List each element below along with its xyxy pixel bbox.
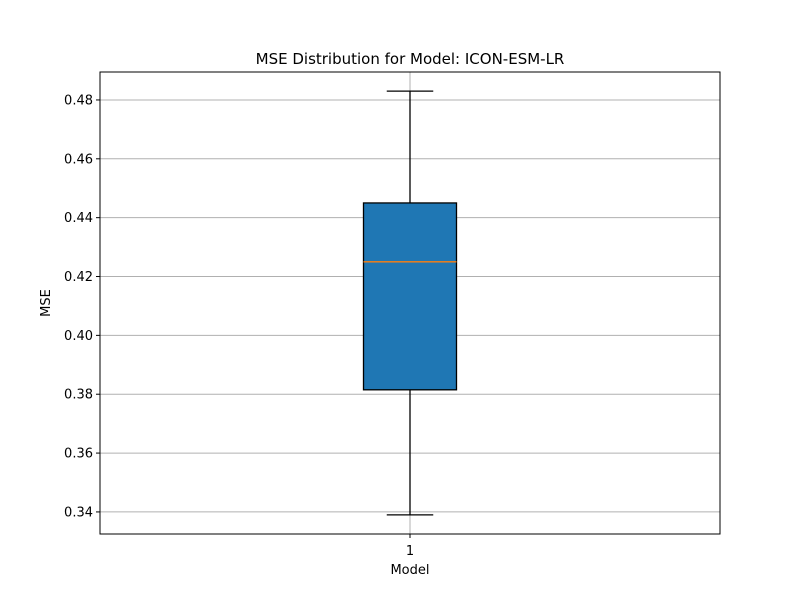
box-iqr xyxy=(362,202,458,391)
y-tick-label: 0.46 xyxy=(64,152,93,167)
box-layer xyxy=(362,90,458,516)
y-tick-label: 0.40 xyxy=(64,329,93,344)
x-axis-label: Model xyxy=(390,563,429,578)
y-tick-label: 0.38 xyxy=(64,388,93,403)
tick-layer: 0.34 0.36 0.38 0.40 0.42 0.44 0.46 0.48 1 xyxy=(64,93,414,559)
x-tick-label: 1 xyxy=(406,544,414,559)
y-tick-label: 0.36 xyxy=(64,447,93,462)
y-tick-label: 0.34 xyxy=(64,505,93,520)
y-tick-label: 0.48 xyxy=(64,93,93,108)
y-axis-label: MSE xyxy=(39,289,54,317)
chart-title: MSE Distribution for Model: ICON-ESM-LR xyxy=(256,50,565,68)
y-tick-label: 0.44 xyxy=(64,211,93,226)
y-tick-label: 0.42 xyxy=(64,270,93,285)
